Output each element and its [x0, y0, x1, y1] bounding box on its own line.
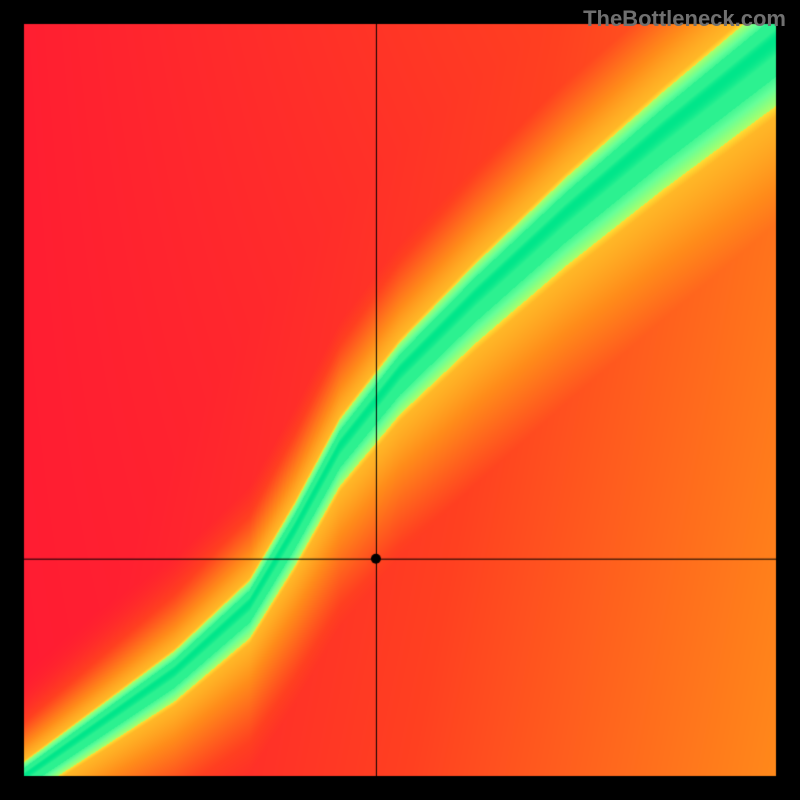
watermark-text: TheBottleneck.com — [583, 6, 786, 32]
chart-container: TheBottleneck.com — [0, 0, 800, 800]
heatmap-area — [0, 0, 800, 800]
heatmap-canvas — [0, 0, 800, 800]
